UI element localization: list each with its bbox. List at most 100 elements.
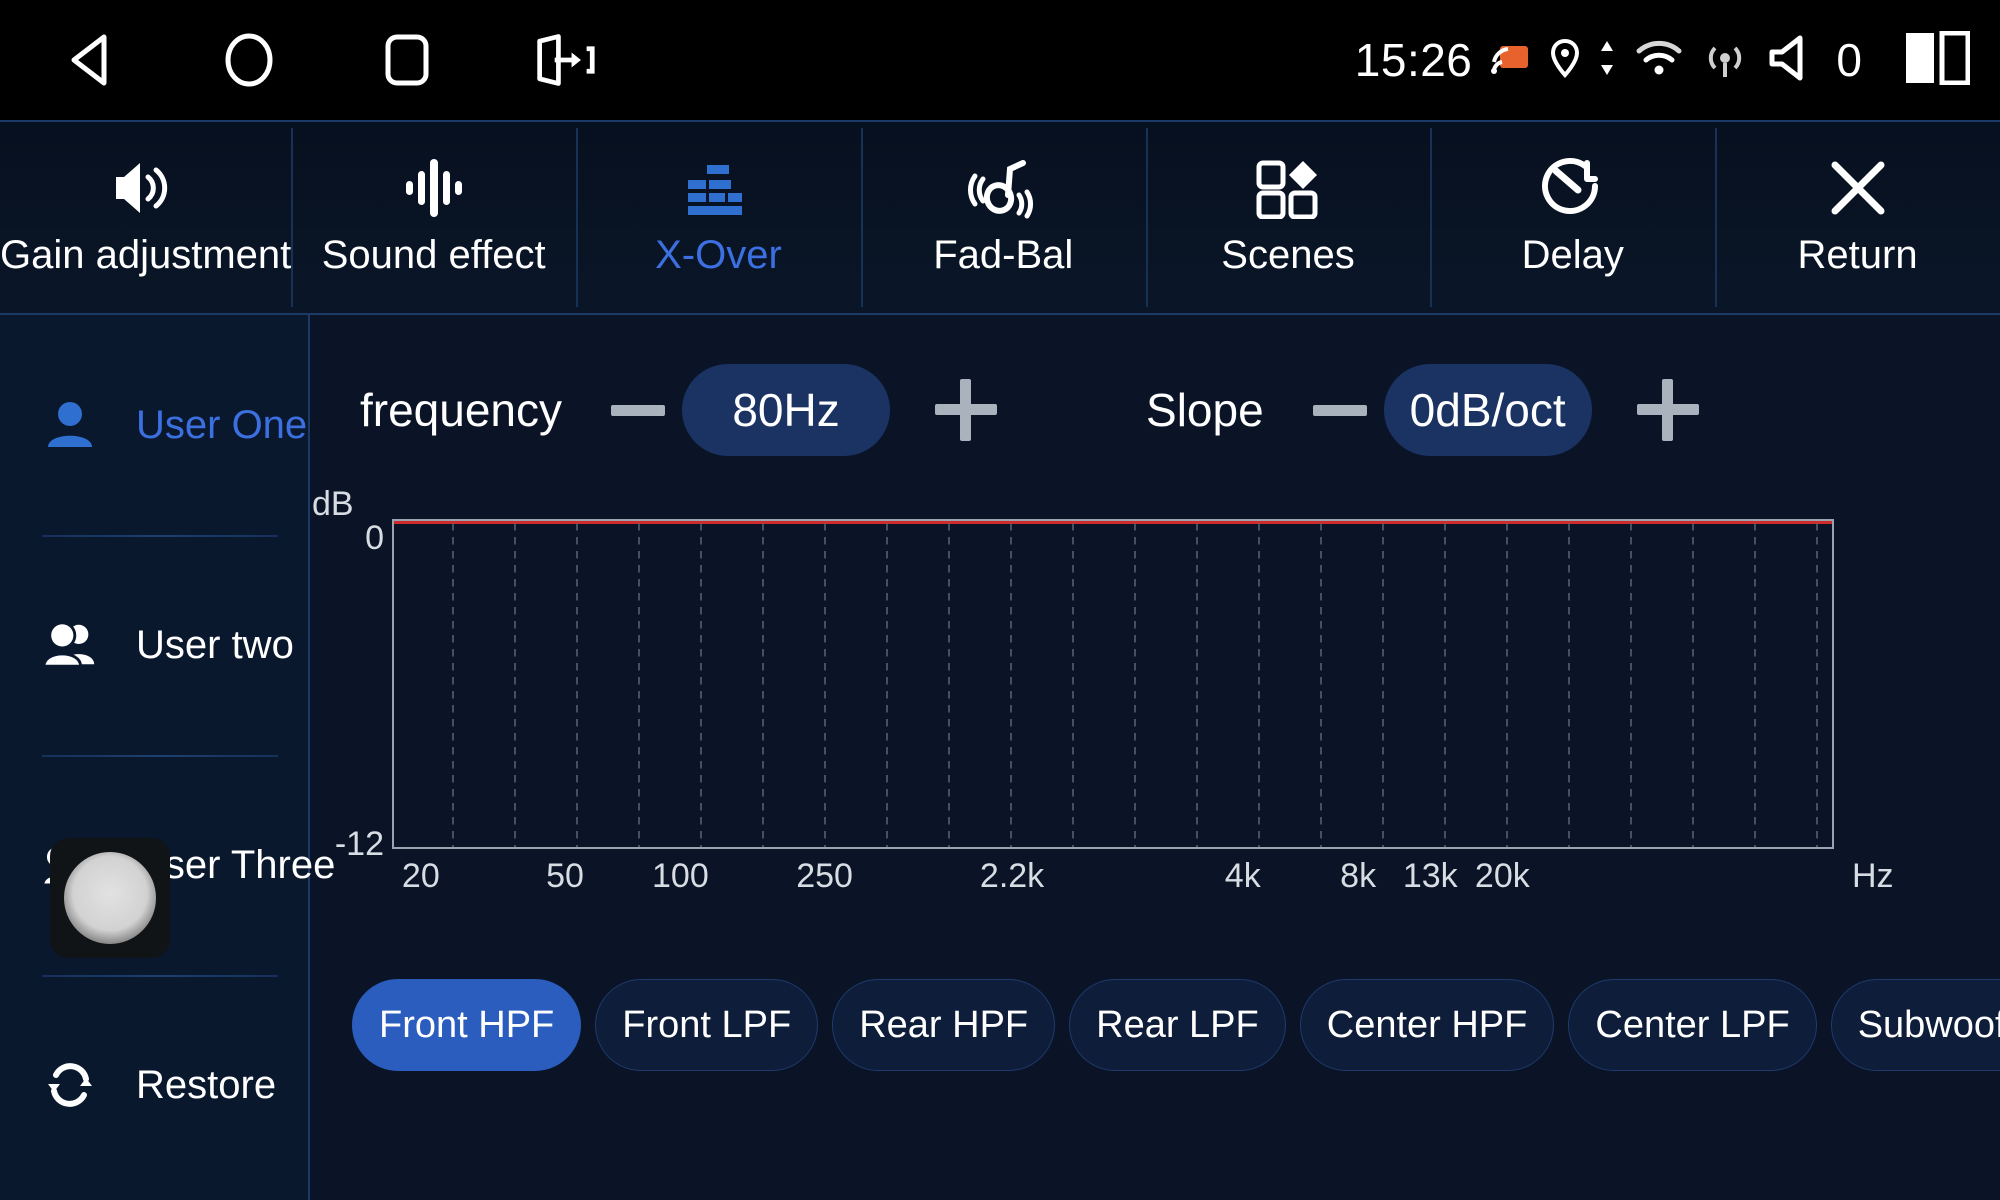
plus-icon: [935, 379, 998, 441]
chart-gridline: [761, 521, 764, 847]
filter-button-center-lpf[interactable]: Center LPF: [1568, 979, 1817, 1071]
x-over-main-panel: frequency 80Hz Slope 0dB/oct dB 0 -12: [312, 315, 2000, 1200]
music-note-waves-icon: [965, 157, 1041, 219]
chart-x-tick: 20: [401, 857, 440, 895]
chart-y-axis-label: dB: [312, 485, 354, 523]
hotspot-icon: [1702, 37, 1748, 84]
filter-channel-buttons: Front HPF Front LPF Rear HPF Rear LPF Center…: [352, 975, 2000, 1075]
slope-label: Slope: [1146, 384, 1264, 436]
filter-button-front-hpf[interactable]: Front HPF: [352, 979, 582, 1071]
frequency-value[interactable]: 80Hz: [682, 364, 891, 456]
tab-fad-bal[interactable]: Fad-Bal: [860, 122, 1146, 313]
tab-label: Sound effect: [321, 233, 546, 277]
tab-label: Return: [1797, 233, 1918, 277]
tab-x-over[interactable]: X-Over: [576, 122, 861, 313]
crossover-controls: frequency 80Hz Slope 0dB/oct: [312, 345, 2000, 475]
equalizer-bars-icon: [680, 157, 756, 219]
android-status-bar: 15:26: [0, 0, 2000, 120]
chart-gridline: [1567, 521, 1570, 847]
chart-x-tick: 20k: [1474, 857, 1530, 895]
frequency-response-chart: dB 0 -12 20 50 100 250 2.2k 4k 8k 13k 20k Hz: [312, 485, 2000, 935]
sidebar-item-user-one[interactable]: User One: [0, 315, 308, 535]
chart-x-axis-unit: Hz: [1852, 857, 1894, 895]
frequency-increase-button[interactable]: [922, 366, 1010, 454]
chart-y-tick-top: 0: [365, 519, 384, 557]
recents-square-icon[interactable]: [376, 29, 438, 91]
chart-gridline: [451, 521, 454, 847]
home-circle-icon[interactable]: [218, 29, 280, 91]
chart-gridline: [823, 521, 826, 847]
chart-gridline: [1629, 521, 1632, 847]
chart-gridline: [1071, 521, 1074, 847]
chart-gridline: [575, 521, 578, 847]
chart-gridline: [637, 521, 640, 847]
chart-gridline: [1691, 521, 1694, 847]
tab-label: Delay: [1521, 233, 1624, 277]
exit-app-icon[interactable]: [534, 29, 596, 91]
frequency-label: frequency: [360, 384, 563, 436]
status-clock: 15:26: [1354, 34, 1473, 86]
chart-gridline: [1133, 521, 1136, 847]
back-triangle-icon[interactable]: [60, 29, 122, 91]
chart-plot-area[interactable]: [392, 519, 1834, 849]
single-person-icon: [42, 399, 98, 451]
touch-ring-icon: [64, 852, 156, 944]
filter-button-rear-lpf[interactable]: Rear LPF: [1069, 979, 1286, 1071]
filter-button-front-lpf[interactable]: Front LPF: [595, 979, 819, 1071]
tab-sound-effect[interactable]: Sound effect: [291, 122, 576, 313]
plus-icon: [1636, 379, 1699, 441]
split-screen-icon[interactable]: [1904, 30, 1971, 90]
sidebar-item-user-two[interactable]: User two: [0, 535, 308, 755]
data-transfer-icon: [1598, 37, 1616, 84]
slope-value[interactable]: 0dB/oct: [1383, 364, 1592, 456]
tab-gain-adjustment[interactable]: Gain adjustment: [0, 122, 291, 313]
timer-icon: [1540, 157, 1606, 219]
chart-gridline: [513, 521, 516, 847]
minus-icon: [611, 404, 666, 416]
chart-y-tick-bottom: -12: [334, 825, 384, 863]
chart-x-tick: 100: [652, 857, 709, 895]
chart-gridline: [1009, 521, 1012, 847]
slope-decrease-button[interactable]: [1296, 366, 1384, 454]
frequency-decrease-button[interactable]: [594, 366, 682, 454]
tab-delay[interactable]: Delay: [1430, 122, 1715, 313]
refresh-icon: [42, 1058, 98, 1112]
filter-button-subwoofer[interactable]: Subwoofer..: [1830, 979, 2000, 1071]
volume-value: 0: [1836, 34, 1862, 86]
filter-button-rear-hpf[interactable]: Rear HPF: [832, 979, 1056, 1071]
cast-icon: [1490, 38, 1532, 83]
chart-x-tick: 4k: [1224, 857, 1261, 895]
tab-scenes[interactable]: Scenes: [1145, 122, 1431, 313]
tab-label: Gain adjustment: [0, 233, 292, 277]
minus-icon: [1312, 404, 1367, 416]
chart-gridline: [1195, 521, 1198, 847]
chart-x-axis: 20 50 100 250 2.2k 4k 8k 13k 20k: [392, 857, 1834, 917]
chart-x-tick: 50: [546, 857, 584, 895]
chart-x-tick: 8k: [1340, 857, 1377, 895]
chart-gridline: [1381, 521, 1384, 847]
location-pin-icon: [1550, 37, 1580, 84]
close-x-icon: [1827, 157, 1889, 219]
user-preset-sidebar: User One User two User Three: [0, 315, 335, 1200]
speaker-waves-icon: [110, 157, 182, 219]
slope-control: Slope 0dB/oct: [1146, 364, 1712, 456]
shapes-grid-icon: [1253, 157, 1323, 219]
volume-icon: [1766, 33, 1818, 88]
chart-gridline: [1443, 521, 1446, 847]
sidebar-item-label: User One: [136, 402, 308, 447]
filter-button-center-hpf[interactable]: Center HPF: [1299, 979, 1555, 1071]
chart-gridline: [699, 521, 702, 847]
touch-cursor-indicator: [50, 838, 170, 958]
tab-return[interactable]: Return: [1715, 122, 2000, 313]
two-persons-icon: [42, 619, 98, 671]
chart-x-tick: 13k: [1402, 857, 1458, 895]
slope-increase-button[interactable]: [1624, 366, 1712, 454]
waveform-icon: [398, 157, 470, 219]
chart-x-tick: 2.2k: [979, 857, 1045, 895]
tab-label: Scenes: [1221, 233, 1355, 277]
sidebar-item-label: Restore: [136, 1062, 277, 1107]
chart-gridline: [947, 521, 950, 847]
tab-label: Fad-Bal: [933, 233, 1074, 277]
sidebar-item-restore[interactable]: Restore: [0, 975, 308, 1195]
wifi-icon: [1634, 37, 1684, 84]
